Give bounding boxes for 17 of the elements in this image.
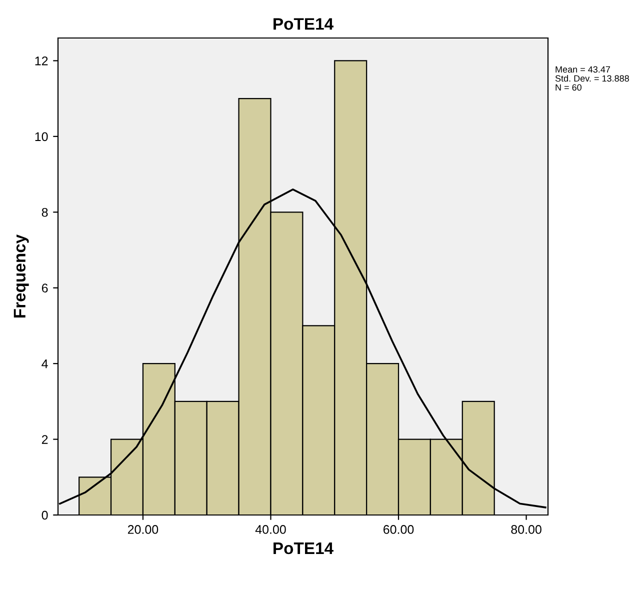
chart-title: PoTE14 [274,18,334,30]
y-tick-label: 0 [42,510,48,520]
y-tick-label: 2 [42,435,48,444]
y-tick-label: 10 [35,132,48,142]
x-tick-label: 60.00 [384,525,414,534]
text: Std. Dev. = 13.888 [555,75,629,82]
y-axis-title: Frequency [14,234,29,318]
x-tick-label: 80.00 [511,525,542,534]
x-axis-title: PoTE14 [274,542,334,554]
text: Mean = 43.47 [556,66,610,73]
y-tick-label: 4 [42,360,48,368]
text: N = 60 [556,84,582,91]
y-tick-label: 6 [42,284,48,293]
x-tick-label: 40.00 [255,525,286,534]
x-tick-label: 20.00 [128,525,158,534]
y-tick-label: 12 [35,56,48,66]
y-tick-label: 8 [42,208,48,217]
